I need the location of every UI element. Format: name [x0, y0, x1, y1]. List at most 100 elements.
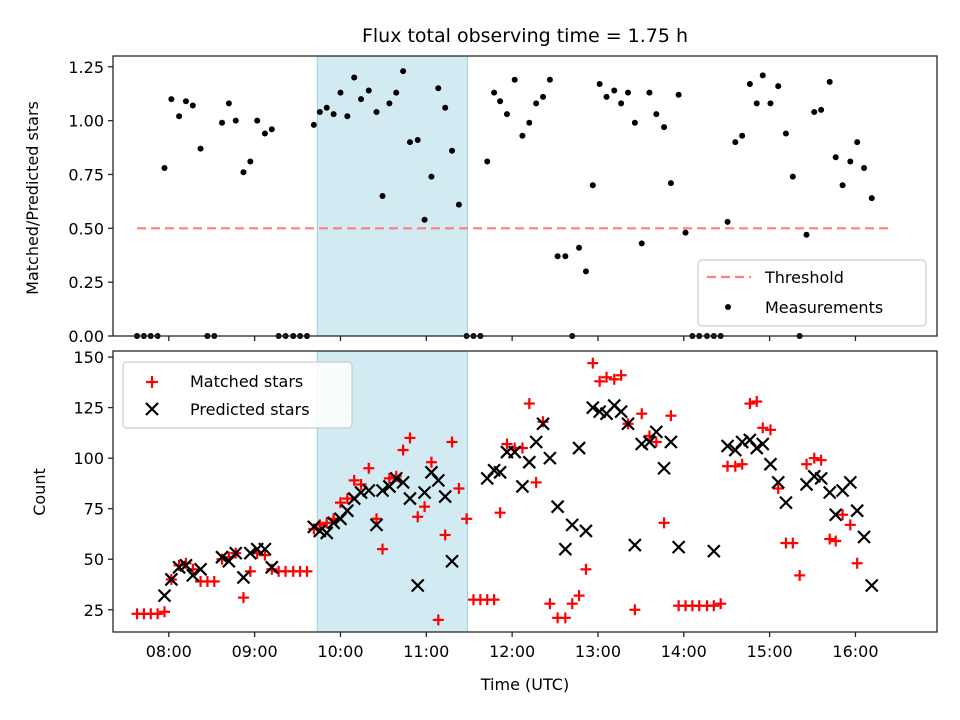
- predicted-star-marker: [445, 554, 459, 569]
- measurement-point: [782, 130, 789, 137]
- predicted-stars-series: [157, 398, 879, 603]
- matched-star-marker: [794, 569, 806, 581]
- measurement-point: [675, 91, 682, 98]
- ratio-plot: 0.00 0.25 0.50 0.75 1.00 1.25 Matched/Predict…: [23, 55, 938, 346]
- legend-matched-swatch: [146, 376, 158, 388]
- matched-star-marker: [764, 424, 776, 436]
- measurement-point: [247, 158, 254, 165]
- count-plot: 25 50 75 100 125 150 08:00 09:00 10:00 11:00 12:0…: [30, 348, 938, 694]
- measurement-point: [232, 117, 239, 124]
- matched-star-marker: [159, 606, 170, 618]
- matched-star-marker: [559, 612, 571, 624]
- matched-star-marker: [608, 373, 620, 385]
- measurement-point: [511, 76, 518, 83]
- matched-star-marker: [383, 472, 395, 484]
- bottom-axes-frame: [112, 350, 938, 633]
- matched-star-marker: [594, 375, 606, 387]
- measurement-point: [519, 132, 526, 139]
- measurement-point: [646, 89, 653, 96]
- measurement-point: [337, 89, 344, 96]
- matched-star-marker: [744, 398, 756, 410]
- y-tick-label: 100: [73, 449, 104, 468]
- measurement-point: [182, 98, 189, 105]
- predicted-star-marker: [771, 475, 785, 490]
- top-legend: Threshold Measurements: [697, 259, 927, 327]
- matched-star-marker: [830, 535, 842, 547]
- measurement-point: [379, 193, 386, 199]
- predicted-star-marker: [157, 588, 172, 603]
- measurement-point: [406, 139, 413, 146]
- predicted-star-marker: [720, 439, 735, 453]
- measurement-point: [189, 102, 196, 109]
- legend-matched-label: Matched stars: [190, 372, 303, 391]
- legend-measurements-label: Measurements: [765, 298, 883, 317]
- measurement-point: [631, 119, 638, 126]
- predicted-star-marker: [403, 491, 417, 506]
- top-y-ticks: 0.00 0.25 0.50 0.75 1.00 1.25: [68, 58, 113, 346]
- measurement-point: [653, 111, 660, 118]
- predicted-star-marker: [389, 471, 404, 486]
- y-tick-label: 1.25: [68, 58, 104, 77]
- y-tick-label: 150: [73, 348, 104, 367]
- predicted-star-marker: [340, 503, 355, 518]
- predicted-star-marker: [258, 542, 272, 556]
- predicted-star-marker: [431, 473, 446, 488]
- measurement-point: [540, 93, 547, 100]
- measurement-point: [254, 117, 261, 124]
- matched-star-marker: [530, 476, 542, 488]
- measurement-point: [582, 268, 589, 275]
- measurement-point: [803, 231, 810, 238]
- matched-star-marker: [341, 493, 353, 505]
- matched-star-marker: [772, 482, 784, 494]
- measurement-point: [414, 137, 421, 143]
- y-tick-label: 0.25: [68, 273, 104, 292]
- matched-star-marker: [523, 398, 535, 410]
- measurement-point: [373, 109, 380, 115]
- measurement-point: [638, 240, 645, 247]
- matched-star-marker: [355, 478, 367, 490]
- predicted-star-marker: [193, 562, 208, 577]
- measurement-point: [435, 85, 442, 92]
- x-axis-label: Time (UTC): [480, 675, 569, 694]
- x-tick-label: 13:00: [575, 642, 621, 661]
- predicted-star-marker: [417, 485, 432, 500]
- predicted-star-marker: [215, 550, 229, 564]
- measurement-point: [268, 126, 275, 133]
- measurement-point: [724, 218, 731, 225]
- matched-star-marker: [439, 529, 451, 541]
- x-tick-label: 09:00: [232, 642, 278, 661]
- predicted-star-marker: [749, 441, 764, 455]
- measurement-point: [818, 106, 825, 113]
- measurement-point: [225, 100, 232, 107]
- matched-star-marker: [736, 458, 748, 470]
- predicted-star-marker: [326, 516, 341, 530]
- measurement-point: [533, 100, 540, 107]
- measurement-point: [596, 81, 603, 87]
- measurement-point: [839, 182, 846, 189]
- bottom-y-axis-label: Count: [30, 468, 49, 516]
- top-axes-frame: [112, 55, 938, 337]
- measurement-point: [197, 145, 204, 152]
- predicted-star-marker: [493, 465, 507, 480]
- matched-star-marker: [824, 533, 836, 545]
- predicted-star-marker: [529, 435, 543, 449]
- matched-star-marker: [629, 604, 641, 616]
- predicted-star-marker: [572, 441, 586, 455]
- matched-star-marker: [244, 565, 256, 577]
- matched-star-marker: [787, 537, 799, 549]
- matched-star-marker: [363, 462, 375, 474]
- x-tick-label: 12:00: [489, 642, 535, 661]
- matched-star-marker: [404, 432, 416, 444]
- matched-star-marker: [461, 513, 473, 525]
- predicted-star-marker: [410, 578, 425, 593]
- matched-star-marker: [601, 371, 613, 383]
- measurement-point: [219, 119, 226, 126]
- predicted-star-marker: [369, 518, 384, 532]
- predicted-star-marker: [536, 416, 550, 431]
- legend-predicted-label: Predicted stars: [190, 400, 310, 419]
- predicted-star-marker: [362, 483, 376, 498]
- predicted-star-marker: [671, 540, 686, 554]
- measurement-point: [442, 104, 449, 111]
- x-tick-label: 14:00: [661, 642, 707, 661]
